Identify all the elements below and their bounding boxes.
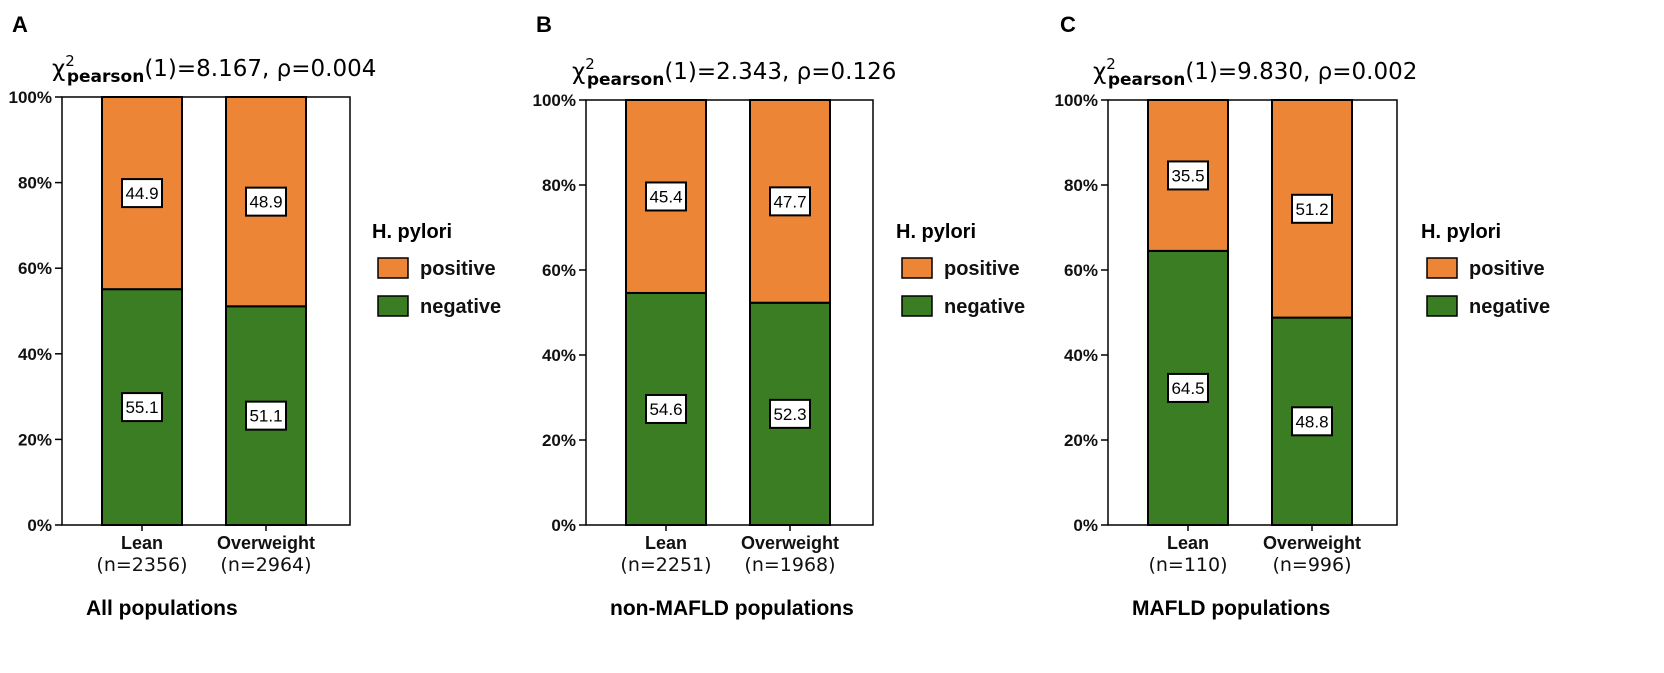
data-label: 45.4 — [649, 187, 682, 206]
data-label: 51.1 — [249, 407, 282, 426]
panel-letter: C — [1060, 12, 1076, 37]
data-label-box — [121, 178, 163, 209]
legend-swatch-negative — [1426, 295, 1458, 317]
y-tick-label: 100% — [9, 88, 52, 107]
legend-swatch-positive — [1426, 257, 1458, 279]
y-tick-label: 60% — [1064, 261, 1098, 280]
y-tick-label: 40% — [18, 345, 52, 364]
data-label: 64.5 — [1171, 379, 1204, 398]
data-label-box — [645, 181, 687, 212]
panel-letter: A — [12, 12, 28, 37]
y-tick-label: 0% — [27, 516, 52, 535]
stat-superscript: 2 — [585, 55, 595, 73]
data-label: 47.7 — [773, 192, 806, 211]
y-tick-label: 100% — [533, 91, 576, 110]
y-tick-label: 80% — [18, 174, 52, 193]
data-label: 54.6 — [649, 400, 682, 419]
legend-label-positive: positive — [420, 258, 496, 280]
y-tick-label: 40% — [542, 346, 576, 365]
y-tick-label: 20% — [18, 430, 52, 449]
panel-caption: non-MAFLD populations — [610, 597, 854, 620]
stat-values: (1)=2.343, ρ=0.126 — [664, 59, 896, 85]
panel-caption: MAFLD populations — [1132, 597, 1330, 620]
y-tick-label: 80% — [1064, 176, 1098, 195]
data-label: 35.5 — [1171, 166, 1204, 185]
x-category-n: (n=2356) — [96, 554, 187, 576]
data-label-box — [769, 398, 811, 429]
y-tick-label: 0% — [551, 516, 576, 535]
x-category-label: Lean — [1167, 533, 1209, 553]
legend-swatch-positive — [901, 257, 933, 279]
panel-letter: B — [536, 12, 552, 37]
panel-c: Cχ2 pearson(1)=9.830, ρ=0.002 0% 20% 40% 60% 8… — [1055, 12, 1551, 620]
stat-annotation: χ2 pearson(1)=9.830, ρ=0.002 — [1093, 55, 1417, 90]
data-label-box — [1291, 406, 1333, 437]
data-label-box — [245, 400, 287, 431]
stat-symbol: χ — [572, 59, 585, 85]
y-tick-label: 60% — [542, 261, 576, 280]
stat-superscript: 2 — [1106, 55, 1116, 73]
data-label: 48.9 — [249, 193, 282, 212]
y-tick-label: 20% — [1064, 431, 1098, 450]
stat-subscript: pearson — [587, 70, 664, 90]
y-tick-label: 40% — [1064, 346, 1098, 365]
legend-label-negative: negative — [944, 296, 1025, 318]
legend-label-negative: negative — [420, 296, 501, 318]
stat-annotation: χ2 pearson(1)=2.343, ρ=0.126 — [572, 55, 896, 90]
legend-label-positive: positive — [1469, 258, 1545, 280]
stat-symbol: χ — [52, 56, 65, 82]
stat-values: (1)=9.830, ρ=0.002 — [1185, 59, 1417, 85]
data-label: 55.1 — [125, 398, 158, 417]
legend-swatch-negative — [901, 295, 933, 317]
x-category-n: (n=2251) — [620, 554, 711, 576]
y-tick-label: 80% — [542, 176, 576, 195]
x-category-n: (n=1968) — [744, 554, 835, 576]
data-label-box — [645, 393, 687, 424]
x-category-label: Lean — [121, 533, 163, 553]
data-label: 51.2 — [1295, 200, 1328, 219]
stat-subscript: pearson — [67, 67, 144, 87]
panel-b: Bχ2 pearson(1)=2.343, ρ=0.126 0% 20% 40% 60% 8… — [533, 12, 1026, 620]
x-category-n: (n=2964) — [220, 554, 311, 576]
y-tick-label: 60% — [18, 259, 52, 278]
x-category-label: Overweight — [1263, 533, 1361, 553]
x-category-label: Lean — [645, 533, 687, 553]
stat-annotation: χ2 pearson(1)=8.167, ρ=0.004 — [52, 52, 376, 87]
legend-title: H. pylori — [1421, 221, 1501, 243]
legend-title: H. pylori — [372, 221, 452, 243]
legend-label-positive: positive — [944, 258, 1020, 280]
data-label-box — [121, 392, 163, 423]
stat-subscript: pearson — [1108, 70, 1185, 90]
data-label: 48.8 — [1295, 412, 1328, 431]
legend-title: H. pylori — [896, 221, 976, 243]
data-label-box — [245, 186, 287, 217]
legend-swatch-negative — [377, 295, 409, 317]
y-tick-label: 100% — [1055, 91, 1098, 110]
y-tick-label: 20% — [542, 431, 576, 450]
legend-swatch-positive — [377, 257, 409, 279]
legend-label-negative: negative — [1469, 296, 1550, 318]
data-label: 52.3 — [773, 405, 806, 424]
x-category-n: (n=996) — [1272, 554, 1351, 576]
stat-values: (1)=8.167, ρ=0.004 — [144, 56, 376, 82]
data-label-box — [769, 186, 811, 217]
data-label-box — [1167, 160, 1209, 191]
x-category-label: Overweight — [217, 533, 315, 553]
data-label-box — [1167, 372, 1209, 403]
data-label: 44.9 — [125, 184, 158, 203]
y-tick-label: 0% — [1073, 516, 1098, 535]
data-label-box — [1291, 193, 1333, 224]
x-category-n: (n=110) — [1148, 554, 1227, 576]
x-category-label: Overweight — [741, 533, 839, 553]
stat-symbol: χ — [1093, 59, 1106, 85]
panel-a: Aχ2 pearson(1)=8.167, ρ=0.004 0% 20% 40% 60% 8… — [9, 12, 502, 620]
stat-superscript: 2 — [65, 52, 75, 70]
panel-caption: All populations — [86, 597, 238, 620]
